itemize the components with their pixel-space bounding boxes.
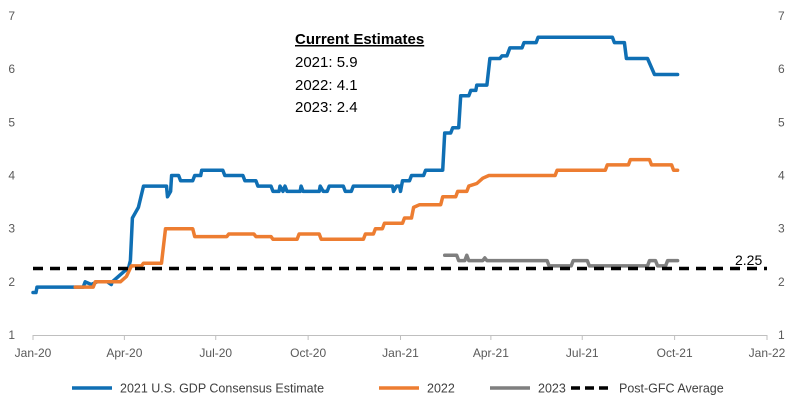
y-axis-left: 1 2 3 4 5 6 7	[8, 9, 15, 342]
current-estimates-annotation: Current Estimates 2021: 5.9 2022: 4.1 20…	[295, 31, 424, 116]
x-tick-label: Jan-20	[15, 346, 52, 360]
series-line-1	[31, 35, 680, 295]
y-right-tick-label: 3	[778, 222, 785, 236]
y-axis-right: 1 2 3 4 5 6 7	[778, 9, 785, 342]
annotation-title: Current Estimates	[295, 31, 424, 48]
x-tick-label: Oct-20	[290, 346, 326, 360]
legend-label-1: 2021 U.S. GDP Consensus Estimate	[120, 382, 324, 396]
y-left-tick-label: 1	[8, 328, 15, 342]
x-tick-label: Jan-21	[382, 346, 419, 360]
y-left-tick-label: 3	[8, 222, 15, 236]
y-left-tick-label: 5	[8, 115, 15, 129]
y-right-tick-label: 4	[778, 169, 785, 183]
y-right-tick-label: 1	[778, 328, 785, 342]
series-lines	[31, 35, 767, 295]
x-tick-label: Jan-22	[749, 346, 786, 360]
y-left-tick-label: 7	[8, 9, 15, 23]
legend-label-3: 2023	[538, 382, 566, 396]
legend: 2021 U.S. GDP Consensus Estimate 2022 2023…	[72, 382, 724, 396]
series-line-2	[73, 157, 680, 289]
annotation-line-2023: 2023: 2.4	[295, 99, 358, 116]
x-tick-label: Apr-20	[106, 346, 142, 360]
y-left-tick-label: 4	[8, 169, 15, 183]
x-tick-label: Apr-21	[473, 346, 509, 360]
reference-line-label: 2.25	[735, 252, 762, 268]
y-right-tick-label: 5	[778, 115, 785, 129]
x-tick-label: Jul-21	[566, 346, 599, 360]
x-tick-label: Oct-21	[657, 346, 693, 360]
y-right-tick-label: 7	[778, 9, 785, 23]
y-right-tick-label: 2	[778, 275, 785, 289]
x-axis: Jan-20 Apr-20 Jul-20 Oct-20 Jan-21 Apr-21 Jul-…	[15, 335, 786, 360]
series-line-3	[442, 253, 680, 268]
annotation-line-2021: 2021: 5.9	[295, 54, 358, 71]
legend-label-4: Post-GFC Average	[619, 382, 724, 396]
legend-label-2: 2022	[427, 382, 455, 396]
y-left-tick-label: 2	[8, 275, 15, 289]
annotation-line-2022: 2022: 4.1	[295, 77, 358, 94]
y-right-tick-label: 6	[778, 62, 785, 76]
y-left-tick-label: 6	[8, 62, 15, 76]
x-tick-label: Jul-20	[199, 346, 232, 360]
